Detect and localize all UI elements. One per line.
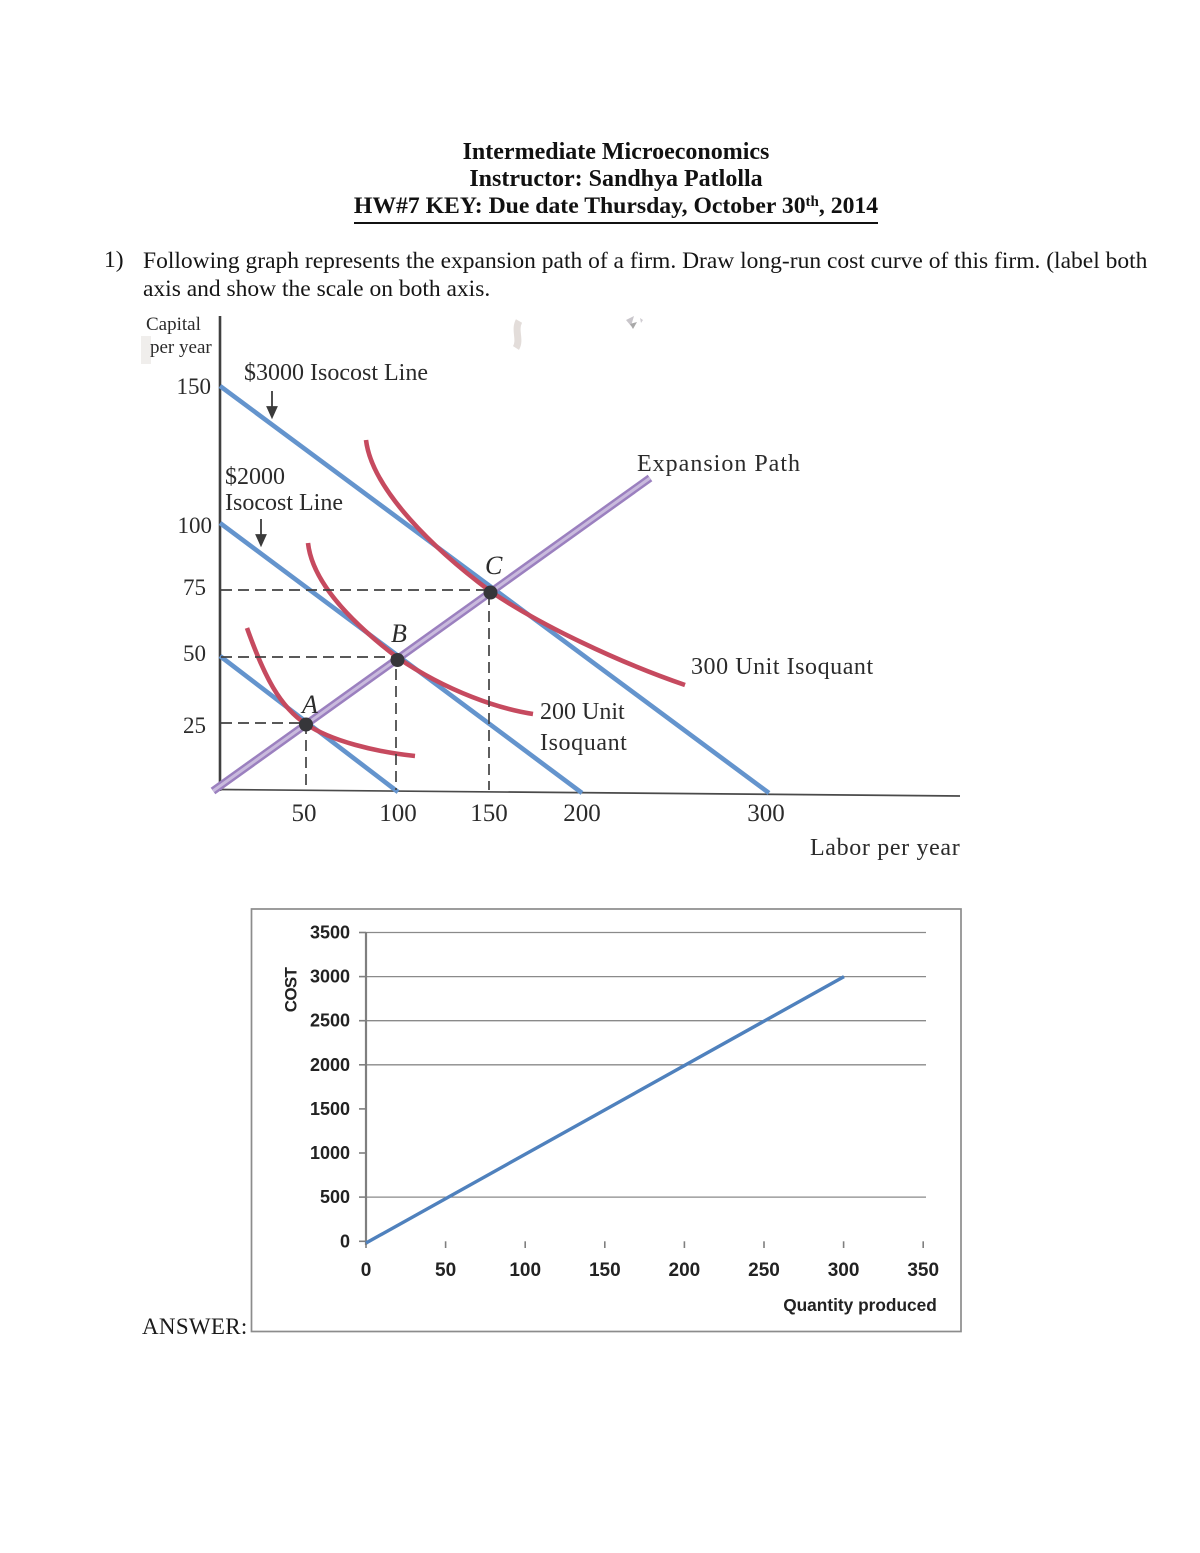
svg-text:Isocost Line: Isocost Line	[225, 490, 343, 516]
svg-text:50: 50	[435, 1260, 456, 1281]
svg-text:200: 200	[563, 800, 601, 827]
svg-text:Quantity produced: Quantity produced	[783, 1295, 937, 1315]
svg-text:Expansion Path: Expansion Path	[637, 451, 801, 477]
svg-text:150: 150	[177, 374, 212, 399]
svg-text:C: C	[485, 551, 503, 580]
svg-text:100: 100	[178, 513, 213, 538]
svg-text:100: 100	[379, 800, 417, 827]
svg-text:2000: 2000	[310, 1055, 350, 1075]
svg-text:500: 500	[320, 1187, 350, 1207]
svg-text:COST: COST	[282, 966, 301, 1012]
svg-text:1500: 1500	[310, 1099, 350, 1119]
svg-text:$3000 Isocost Line: $3000 Isocost Line	[244, 360, 428, 386]
svg-text:per year: per year	[150, 337, 212, 358]
svg-text:$2000: $2000	[225, 464, 285, 490]
svg-text:1000: 1000	[310, 1143, 350, 1163]
svg-text:B: B	[391, 619, 407, 648]
svg-text:150: 150	[470, 800, 508, 827]
svg-text:3500: 3500	[310, 923, 350, 943]
svg-text:200 Unit: 200 Unit	[540, 699, 625, 725]
svg-text:250: 250	[748, 1260, 780, 1281]
svg-text:300: 300	[747, 800, 785, 827]
svg-text:100: 100	[509, 1260, 541, 1281]
svg-text:50: 50	[183, 641, 206, 666]
svg-text:2500: 2500	[310, 1011, 350, 1031]
svg-text:300: 300	[828, 1260, 860, 1281]
svg-text:25: 25	[183, 713, 206, 738]
svg-text:350: 350	[907, 1260, 939, 1281]
svg-text:3000: 3000	[310, 967, 350, 987]
svg-text:50: 50	[292, 800, 317, 827]
svg-text:200: 200	[669, 1260, 701, 1281]
svg-text:0: 0	[340, 1231, 350, 1251]
svg-text:75: 75	[183, 575, 206, 600]
svg-text:150: 150	[589, 1260, 621, 1281]
svg-text:Capital: Capital	[146, 314, 201, 335]
svg-text:300 Unit Isoquant: 300 Unit Isoquant	[691, 654, 874, 680]
svg-text:0: 0	[361, 1260, 372, 1281]
svg-text:Isoquant: Isoquant	[540, 730, 627, 756]
svg-text:A: A	[300, 690, 318, 719]
svg-text:Labor per year: Labor per year	[810, 835, 960, 861]
